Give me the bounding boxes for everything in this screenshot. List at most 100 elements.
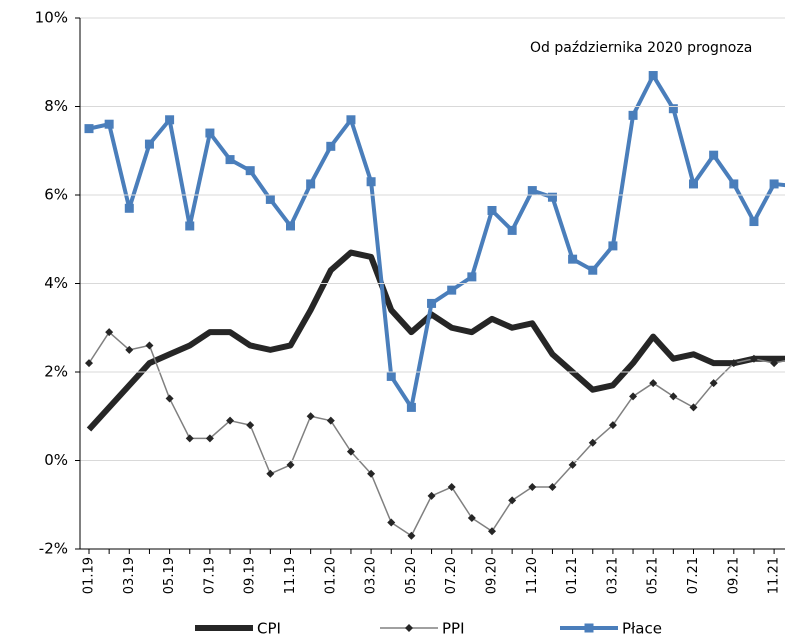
legend-label: CPI [257,620,281,638]
marker [649,379,658,388]
marker [689,403,698,412]
x-tick-label: 09.19 [243,557,258,594]
marker [547,192,557,202]
marker [205,128,215,138]
marker [608,421,617,430]
marker [528,483,537,492]
marker [507,225,517,235]
marker [367,469,376,478]
x-tick-label: 07.20 [444,557,459,594]
marker [729,359,738,368]
marker [709,150,719,160]
marker [508,496,517,505]
marker [346,447,355,456]
marker [104,119,114,129]
marker [266,469,275,478]
marker [125,345,134,354]
series-line [88,73,785,410]
annotation: Od października 2020 prognoza [530,40,752,56]
marker [749,354,758,363]
x-tick-label: 09.20 [485,557,500,594]
y-tick-label: 2% [44,363,68,381]
marker [326,141,336,151]
legend-label: PPI [442,620,465,638]
marker [245,166,255,176]
x-tick-label: 11.20 [525,557,540,594]
marker [427,491,436,500]
marker [467,272,477,282]
marker [769,179,779,189]
marker [568,254,578,264]
marker [548,483,557,492]
y-tick-label: -2% [39,540,68,558]
marker [648,71,658,81]
marker [608,241,618,251]
x-tick-label: 01.20 [323,557,338,594]
y-tick-label: 6% [44,186,68,204]
marker [226,416,235,425]
marker [205,434,214,443]
x-tick-label: 05.19 [162,557,177,594]
marker [749,217,759,227]
marker [326,416,335,425]
marker [668,104,678,114]
marker [306,179,316,189]
marker [165,394,174,403]
series-line [88,331,785,537]
marker [447,285,457,295]
marker [770,359,779,368]
marker [387,518,396,527]
marker [124,203,134,213]
marker [527,186,537,196]
marker [729,179,739,189]
y-tick-label: 8% [44,97,68,115]
legend-label: Płace [622,620,662,638]
marker [669,392,678,401]
x-tick-label: 09.21 [726,557,741,594]
x-tick-label: 07.19 [202,557,217,594]
x-tick-label: 03.19 [122,557,137,594]
marker [487,205,497,215]
x-tick-label: 03.20 [364,557,379,594]
marker [165,115,175,125]
marker [185,434,194,443]
marker [246,421,255,430]
x-tick-label: 01.19 [82,557,97,594]
marker [286,221,295,231]
marker [584,623,594,633]
marker [306,412,315,421]
marker [185,221,195,231]
marker [144,139,154,149]
marker [265,194,275,204]
marker [427,298,437,308]
marker [568,460,577,469]
marker [447,483,456,492]
x-tick-label: 11.21 [767,557,782,594]
marker [406,402,416,412]
marker [85,359,93,368]
series-line [86,249,785,432]
marker [588,265,598,275]
marker [346,115,356,125]
y-tick-label: 10% [35,9,68,27]
marker [689,179,698,189]
y-tick-label: 0% [44,451,68,469]
x-tick-label: 05.21 [646,557,661,594]
x-tick-label: 11.19 [283,557,298,594]
marker [405,624,413,632]
x-tick-label: 05.20 [404,557,419,594]
marker [628,110,638,120]
marker [105,328,114,337]
marker [366,177,376,187]
x-tick-label: 03.21 [605,557,620,594]
marker [386,371,396,381]
marker [629,392,638,401]
marker [286,460,295,469]
marker [145,341,154,350]
marker [84,124,94,134]
marker [225,155,235,165]
marker [588,438,597,447]
marker [488,527,496,536]
marker [467,514,476,523]
